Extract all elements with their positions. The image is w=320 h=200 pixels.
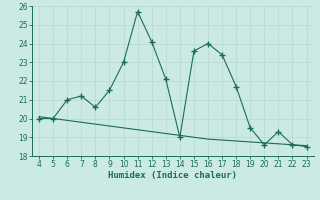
X-axis label: Humidex (Indice chaleur): Humidex (Indice chaleur): [108, 171, 237, 180]
